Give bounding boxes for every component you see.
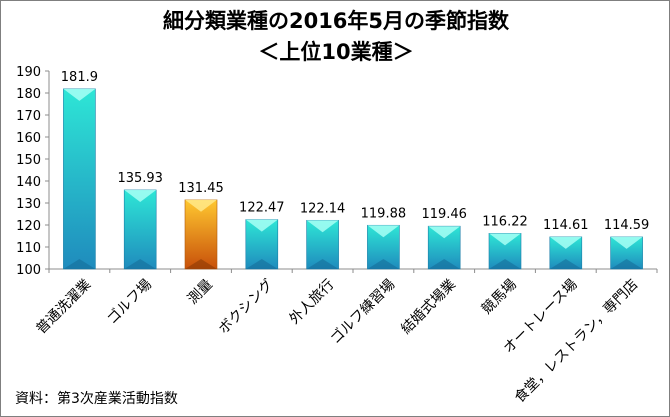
source-note: 資料：第3次産業活動指数 [15,391,178,407]
bar-4 [245,219,279,270]
axes: 100 110 120 130 140 150 160 170 180 190 [16,65,658,278]
x-tick-label-4: ボクシング [216,277,277,338]
bar-9 [549,236,583,270]
bar-5 [306,219,339,270]
x-tick-label-7: 結婚式場業 [398,277,459,338]
y-tick-label: 150 [16,153,41,168]
bars [63,88,643,270]
data-label-3: 131.45 [178,181,224,196]
chart-title: 細分類業種の2016年5月の季節指数 [162,9,510,33]
data-label-8: 116.22 [482,214,528,229]
y-tick-label: 190 [16,65,41,80]
x-tick-label-8: 競馬場 [479,277,520,318]
data-label-4: 122.47 [239,201,285,216]
x-tick-label-10: 食堂，レストラン，専門店 [511,276,641,406]
x-tick-label-5: 外人旅行 [287,277,338,328]
data-label-6: 119.88 [361,206,407,221]
bar-8 [488,233,522,270]
data-label-1: 181.9 [61,70,98,85]
x-tick-label-3: 測量 [185,277,216,308]
y-tick-label: 110 [16,241,41,256]
bar-10 [610,236,643,270]
y-tick-label: 100 [16,263,41,278]
data-label-10: 114.59 [604,218,650,233]
y-tick-label: 140 [16,175,41,190]
chart-subtitle: ＜上位10業種＞ [258,40,414,64]
x-tick-label-1: 普通洗濯業 [33,277,94,338]
bar-2 [123,189,157,270]
y-tick-label: 170 [16,109,41,124]
y-tick-label: 130 [16,197,41,212]
data-label-2: 135.93 [117,171,163,186]
bar-7 [427,225,461,270]
x-tick-label-6: ゴルフ練習場 [327,276,398,347]
bar-1 [63,88,96,270]
data-label-5: 122.14 [300,201,346,216]
data-labels: 181.9 135.93 131.45 122.47 122.14 119.88 119.4… [61,70,650,233]
data-label-9: 114.61 [543,218,589,233]
y-tick-label: 120 [16,219,41,234]
bar-6 [367,224,400,270]
bar-3 [184,199,218,270]
x-tick-label-2: ゴルフ場 [103,276,155,328]
data-label-7: 119.46 [421,207,467,222]
y-tick-label: 160 [16,131,41,146]
y-tick-label: 180 [16,87,41,102]
